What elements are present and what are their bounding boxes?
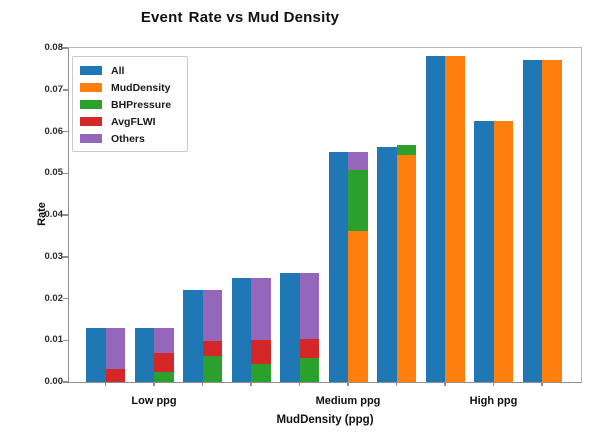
bar-all-2 xyxy=(183,290,203,382)
y-tick-label: 0.04 xyxy=(44,209,64,220)
y-tick-label: 0.01 xyxy=(44,334,64,346)
legend-swatch-icon xyxy=(80,83,102,92)
bar-segment-muddensity-6 xyxy=(396,155,416,382)
legend-swatch-icon xyxy=(80,117,102,126)
bar-all-4 xyxy=(280,273,300,382)
chart-title: Event Rate vs Mud Density xyxy=(0,9,480,26)
y-tick-mark xyxy=(63,381,68,383)
bar-segment-others-0 xyxy=(105,328,125,369)
legend-item-muddensity: MudDensity xyxy=(80,79,179,96)
y-tick-label: 0.05 xyxy=(44,167,64,179)
x-tick-mark xyxy=(395,382,398,386)
bar-all-8 xyxy=(474,120,494,382)
bar-segment-bhpressure-2 xyxy=(202,355,222,382)
bar-segment-avgflwi-1 xyxy=(154,352,174,373)
y-tick-label: 0.00 xyxy=(44,376,64,387)
bar-segment-bhpressure-4 xyxy=(299,357,319,382)
bar-all-9 xyxy=(522,60,542,382)
bar-all-5 xyxy=(328,152,348,382)
y-tick-mark xyxy=(63,172,68,174)
bar-all-7 xyxy=(425,55,445,382)
chart-title-rest: Rate vs Mud Density xyxy=(188,9,340,26)
legend: All MudDensity BHPressure AvgFLWI Others xyxy=(72,56,188,152)
bar-segment-others-2 xyxy=(202,290,222,341)
legend-item-others: Others xyxy=(80,130,179,147)
bar-segment-muddensity-9 xyxy=(542,60,562,382)
bar-segment-avgflwi-4 xyxy=(299,339,319,358)
legend-label: MudDensity xyxy=(111,81,171,94)
legend-swatch-icon xyxy=(80,100,102,109)
y-tick-mark xyxy=(63,214,68,216)
x-group-label-low-ppg: Low ppg xyxy=(131,395,177,407)
y-tick-label: 0.02 xyxy=(44,292,64,304)
y-tick-mark xyxy=(63,339,68,341)
chart-title-emphasis: Event xyxy=(140,9,183,26)
bar-segment-muddensity-8 xyxy=(493,120,513,382)
bar-segment-bhpressure-1 xyxy=(154,372,174,382)
plot-area: Rate MudDensity (ppg) 0.00 0.01 0.02 0.03 0.… xyxy=(36,42,582,426)
x-tick-mark xyxy=(541,382,543,386)
legend-label: AvgFLWI xyxy=(111,115,156,128)
y-tick-label: 0.06 xyxy=(44,125,64,137)
bar-segment-muddensity-7 xyxy=(445,55,465,382)
bar-all-3 xyxy=(231,277,251,382)
bar-segment-avgflwi-2 xyxy=(202,340,222,356)
x-group-label-medium-ppg: Medium ppg xyxy=(315,395,381,407)
legend-label: Others xyxy=(111,132,145,145)
bar-segment-others-3 xyxy=(251,277,271,340)
bar-all-1 xyxy=(134,328,154,382)
bar-segment-bhpressure-3 xyxy=(251,364,271,382)
x-tick-mark xyxy=(492,382,495,386)
y-tick-mark xyxy=(63,89,68,91)
bar-segment-others-1 xyxy=(154,328,174,353)
x-group-label-high-ppg: High ppg xyxy=(469,395,518,407)
y-tick-mark xyxy=(63,47,68,49)
y-tick-mark xyxy=(63,297,68,300)
x-tick-mark xyxy=(153,382,155,386)
x-tick-mark xyxy=(347,382,349,386)
y-tick-label: 0.07 xyxy=(44,83,64,95)
x-tick-mark xyxy=(104,382,107,386)
legend-item-all: All xyxy=(80,62,179,79)
bar-segment-others-5 xyxy=(348,152,368,171)
x-tick-mark xyxy=(250,382,252,386)
bar-segment-bhpressure-5 xyxy=(348,170,368,231)
y-tick-label: 0.03 xyxy=(44,250,64,262)
x-tick-mark xyxy=(298,382,301,386)
bar-segment-avgflwi-0 xyxy=(105,368,125,382)
legend-label: All xyxy=(111,64,125,77)
legend-label: BHPressure xyxy=(111,98,172,111)
x-axis-label: MudDensity (ppg) xyxy=(276,414,374,426)
bar-all-0 xyxy=(86,328,106,382)
legend-item-bhpressure: BHPressure xyxy=(80,96,179,113)
bar-segment-others-4 xyxy=(299,273,319,339)
x-tick-mark xyxy=(201,382,204,386)
x-tick-mark xyxy=(444,382,446,386)
legend-item-avgflwi: AvgFLWI xyxy=(80,113,179,130)
legend-swatch-icon xyxy=(80,134,102,143)
bar-segment-avgflwi-3 xyxy=(251,339,271,365)
y-tick-mark xyxy=(63,256,68,258)
legend-swatch-icon xyxy=(80,66,102,75)
y-tick-label: 0.08 xyxy=(44,42,64,53)
bar-all-6 xyxy=(377,147,397,382)
bar-segment-bhpressure-6 xyxy=(396,145,416,156)
bar-segment-muddensity-5 xyxy=(348,230,368,382)
y-tick-mark xyxy=(63,130,68,133)
